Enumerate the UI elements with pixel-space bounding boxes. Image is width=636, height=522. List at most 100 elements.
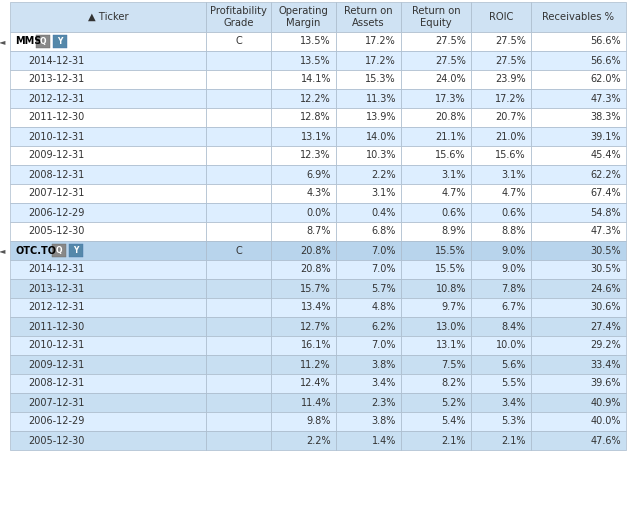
Text: 3.4%: 3.4%	[502, 397, 526, 408]
Bar	[10, 184, 206, 203]
Bar	[531, 184, 626, 203]
Text: 2010-12-31: 2010-12-31	[28, 340, 84, 350]
Bar	[336, 241, 401, 260]
Bar	[206, 260, 271, 279]
Text: 9.0%: 9.0%	[502, 265, 526, 275]
Text: 15.7%: 15.7%	[300, 283, 331, 293]
Bar	[531, 222, 626, 241]
Bar	[531, 146, 626, 165]
Bar	[531, 108, 626, 127]
Text: 6.9%: 6.9%	[307, 170, 331, 180]
Text: 2.1%: 2.1%	[441, 435, 466, 445]
Text: 2.2%: 2.2%	[307, 435, 331, 445]
Text: 8.9%: 8.9%	[441, 227, 466, 236]
Text: 15.6%: 15.6%	[495, 150, 526, 160]
Bar	[206, 127, 271, 146]
Text: 5.4%: 5.4%	[441, 417, 466, 426]
Bar	[271, 184, 336, 203]
Text: ▲ Ticker: ▲ Ticker	[88, 12, 128, 22]
Text: 20.7%: 20.7%	[495, 113, 526, 123]
Bar	[10, 279, 206, 298]
Bar	[471, 222, 531, 241]
Text: 6.2%: 6.2%	[371, 322, 396, 331]
Text: 23.9%: 23.9%	[495, 75, 526, 85]
Bar	[471, 393, 531, 412]
Text: 30.5%: 30.5%	[590, 245, 621, 255]
Bar	[401, 2, 471, 32]
Text: 27.4%: 27.4%	[590, 322, 621, 331]
Text: 17.3%: 17.3%	[436, 93, 466, 103]
Bar	[336, 165, 401, 184]
Text: 6.7%: 6.7%	[502, 303, 526, 313]
Bar	[471, 374, 531, 393]
Bar	[10, 317, 206, 336]
Text: 21.1%: 21.1%	[436, 132, 466, 141]
Text: 0.6%: 0.6%	[441, 208, 466, 218]
Bar	[336, 32, 401, 51]
Text: 11.4%: 11.4%	[300, 397, 331, 408]
Bar	[336, 108, 401, 127]
Text: 4.7%: 4.7%	[441, 188, 466, 198]
Bar	[206, 431, 271, 450]
Text: 4.3%: 4.3%	[307, 188, 331, 198]
Bar	[271, 108, 336, 127]
Text: 0.0%: 0.0%	[307, 208, 331, 218]
Text: 7.0%: 7.0%	[371, 340, 396, 350]
Text: 2.1%: 2.1%	[502, 435, 526, 445]
Bar	[10, 2, 206, 32]
Bar	[10, 260, 206, 279]
Bar	[206, 146, 271, 165]
Text: 47.6%: 47.6%	[590, 435, 621, 445]
Text: 62.2%: 62.2%	[590, 170, 621, 180]
Bar	[336, 298, 401, 317]
Text: ROIC: ROIC	[489, 12, 513, 22]
Text: 3.8%: 3.8%	[371, 360, 396, 370]
Bar	[10, 222, 206, 241]
Text: 13.1%: 13.1%	[300, 132, 331, 141]
Text: 5.5%: 5.5%	[501, 378, 526, 388]
Bar	[531, 412, 626, 431]
Bar	[401, 317, 471, 336]
Text: 20.8%: 20.8%	[436, 113, 466, 123]
Bar	[271, 203, 336, 222]
Bar	[10, 70, 206, 89]
Text: 2005-12-30: 2005-12-30	[28, 435, 85, 445]
Bar	[531, 32, 626, 51]
Bar	[471, 146, 531, 165]
Bar	[401, 393, 471, 412]
Text: 56.6%: 56.6%	[590, 55, 621, 65]
Text: C: C	[235, 37, 242, 46]
Text: 2006-12-29: 2006-12-29	[28, 208, 85, 218]
Bar	[401, 298, 471, 317]
Text: 13.0%: 13.0%	[436, 322, 466, 331]
Bar	[471, 298, 531, 317]
Bar	[471, 184, 531, 203]
Text: 2014-12-31: 2014-12-31	[28, 265, 84, 275]
Bar	[531, 203, 626, 222]
Text: 27.5%: 27.5%	[495, 55, 526, 65]
Bar	[471, 2, 531, 32]
Text: 39.6%: 39.6%	[590, 378, 621, 388]
Bar	[10, 355, 206, 374]
Bar	[401, 89, 471, 108]
Bar	[206, 222, 271, 241]
Text: 3.4%: 3.4%	[371, 378, 396, 388]
Bar	[401, 374, 471, 393]
Bar	[10, 89, 206, 108]
Bar	[52, 244, 66, 257]
Bar	[206, 279, 271, 298]
Bar	[336, 70, 401, 89]
Text: C: C	[235, 245, 242, 255]
Bar	[271, 32, 336, 51]
Bar	[336, 51, 401, 70]
Bar	[271, 241, 336, 260]
Bar	[471, 412, 531, 431]
Text: 5.6%: 5.6%	[502, 360, 526, 370]
Text: 7.5%: 7.5%	[441, 360, 466, 370]
Text: ◄: ◄	[0, 246, 5, 255]
Bar	[401, 127, 471, 146]
Bar	[336, 89, 401, 108]
Text: 15.5%: 15.5%	[435, 245, 466, 255]
Bar	[471, 127, 531, 146]
Bar	[10, 51, 206, 70]
